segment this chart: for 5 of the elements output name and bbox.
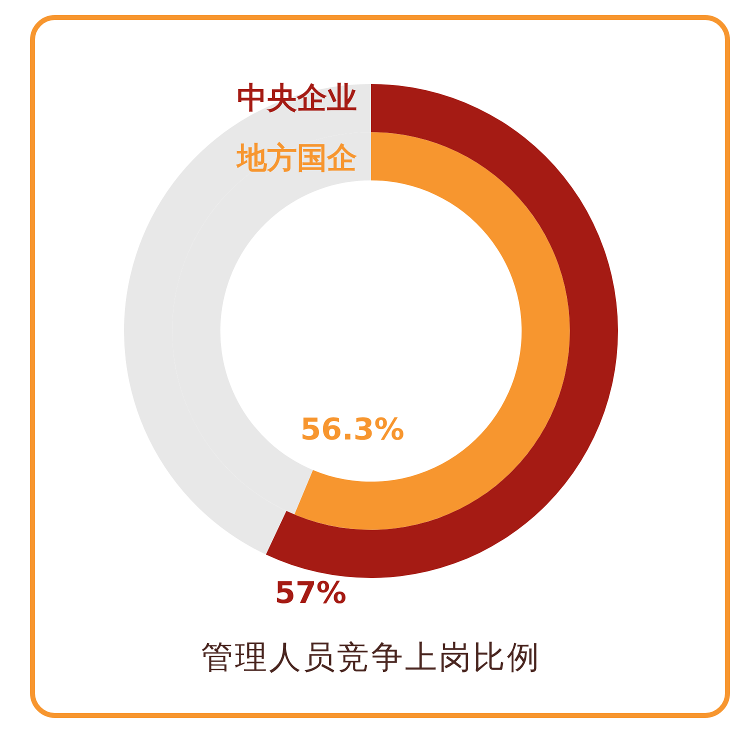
- data-label: 57%: [274, 576, 346, 611]
- data-label: 56.3%: [300, 412, 404, 448]
- slice-label: 地方国企: [235, 141, 357, 176]
- text: 管理人员竞争上岗比例: [200, 637, 542, 678]
- slice-label: 中央企业: [237, 80, 357, 116]
